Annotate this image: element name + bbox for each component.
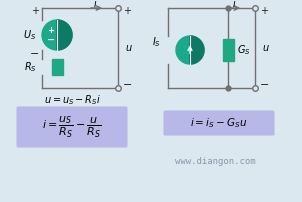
Bar xyxy=(52,59,63,75)
Text: $i$: $i$ xyxy=(93,0,97,9)
Text: $u$: $u$ xyxy=(262,43,270,53)
Text: $i = \dfrac{u_S}{R_S} - \dfrac{u}{R_S}$: $i = \dfrac{u_S}{R_S} - \dfrac{u}{R_S}$ xyxy=(42,115,102,140)
Text: $R_S$: $R_S$ xyxy=(24,60,37,74)
Text: $G_S$: $G_S$ xyxy=(237,43,251,57)
Circle shape xyxy=(42,20,72,50)
Polygon shape xyxy=(190,36,204,64)
Text: −: − xyxy=(123,80,132,90)
Text: $i = i_S - G_S u$: $i = i_S - G_S u$ xyxy=(190,116,248,130)
Text: $u = u_S - R_S i$: $u = u_S - R_S i$ xyxy=(43,93,101,107)
Polygon shape xyxy=(57,20,72,50)
Text: +: + xyxy=(123,6,131,16)
Circle shape xyxy=(176,36,204,64)
Text: −: − xyxy=(260,80,269,90)
FancyBboxPatch shape xyxy=(17,106,127,147)
Text: $I_S$: $I_S$ xyxy=(152,35,160,49)
Text: +: + xyxy=(47,26,54,35)
Text: $i$: $i$ xyxy=(232,0,236,9)
Text: $u$: $u$ xyxy=(125,43,133,53)
Text: −: − xyxy=(30,49,40,59)
Bar xyxy=(223,39,233,61)
Text: −: − xyxy=(47,35,55,44)
Text: $U_S$: $U_S$ xyxy=(23,28,37,42)
Text: www.diangon.com: www.diangon.com xyxy=(175,158,255,166)
Text: +: + xyxy=(260,6,268,16)
FancyBboxPatch shape xyxy=(163,110,275,136)
Text: +: + xyxy=(31,6,39,16)
